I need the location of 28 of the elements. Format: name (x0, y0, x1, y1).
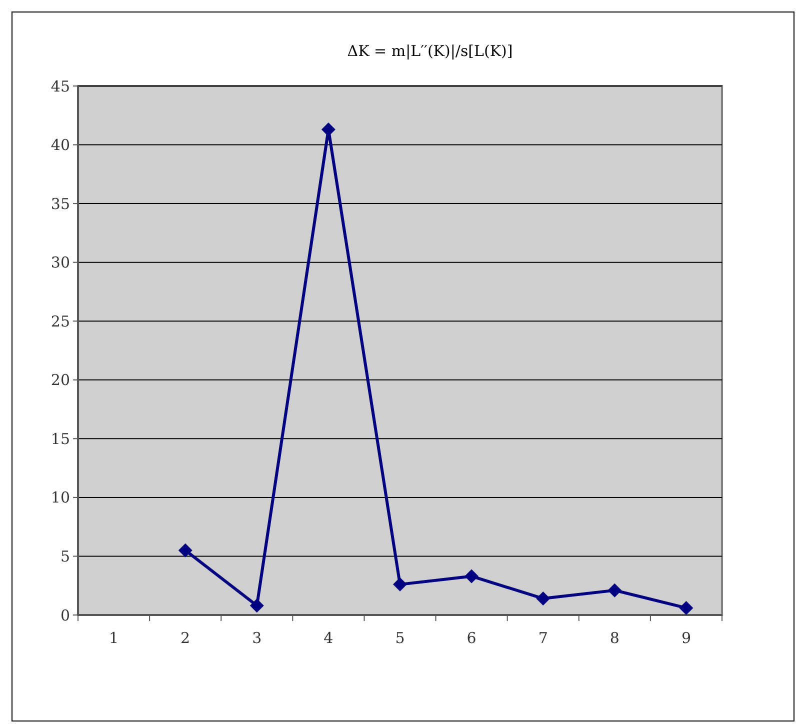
y-tick-label: 25 (50, 312, 70, 330)
x-tick-label: 2 (180, 629, 190, 647)
point (464, 569, 479, 584)
point (178, 543, 192, 558)
x-tick-label: 7 (538, 629, 548, 647)
y-tick-label: 30 (50, 254, 70, 272)
chart-title: ΔK = m|L′′(K)|/s[L(K)] (347, 42, 513, 60)
y-tick-label: 45 (50, 77, 70, 96)
point (608, 583, 622, 598)
y-tick-label: 40 (50, 136, 70, 154)
y-tick-label: 20 (50, 371, 70, 390)
x-tick-label: 9 (681, 629, 691, 647)
x-tick-label: 3 (252, 629, 262, 647)
x-tick-label: 6 (466, 629, 476, 647)
x-tick-label: 8 (610, 629, 620, 647)
y-tick-label: 35 (50, 194, 70, 213)
point (679, 600, 694, 615)
y-tick-label: 0 (60, 606, 70, 624)
point (321, 122, 336, 136)
point (536, 592, 550, 606)
point (250, 598, 264, 613)
x-tick-label: 4 (324, 629, 334, 647)
x-tick-label: 1 (109, 629, 119, 647)
y-tick-label: 10 (50, 488, 70, 507)
y-tick-label: 15 (50, 430, 70, 448)
x-tick-label: 5 (395, 629, 405, 647)
point (393, 577, 407, 592)
y-tick-label: 5 (60, 547, 70, 566)
